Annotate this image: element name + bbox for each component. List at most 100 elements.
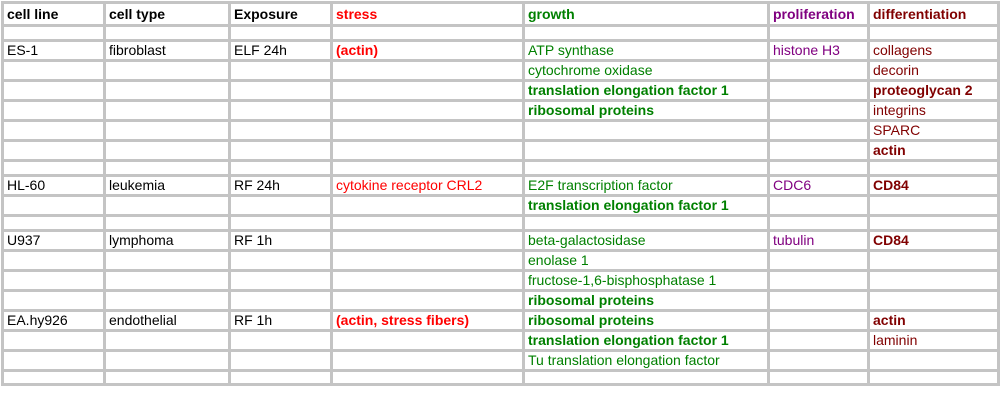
cell-cell-type xyxy=(103,159,231,177)
cell-growth: ATP synthase xyxy=(522,39,770,62)
cell-differentiation xyxy=(867,289,1000,312)
table-row: ES-1 fibroblast ELF 24h (actin) ATP synthase… xyxy=(1,39,1000,62)
cell-growth: translation elongation factor 1 xyxy=(522,194,770,217)
cell-stress xyxy=(330,59,525,82)
cell-differentiation: CD84 xyxy=(867,174,1000,197)
cell-proliferation xyxy=(767,269,870,292)
cell-cell-type xyxy=(103,329,231,352)
cell-differentiation xyxy=(867,214,1000,232)
cell-cell-line xyxy=(1,369,106,386)
cell-differentiation xyxy=(867,24,1000,42)
column-header-cell-line: cell line xyxy=(1,1,106,27)
cell-cell-type xyxy=(103,249,231,272)
cell-stress xyxy=(330,99,525,122)
cell-cell-line xyxy=(1,214,106,232)
cell-exposure xyxy=(228,194,333,217)
cell-stress xyxy=(330,194,525,217)
cell-stress xyxy=(330,79,525,102)
cell-cell-type xyxy=(103,139,231,162)
cell-proliferation xyxy=(767,24,870,42)
table-row: translation elongation factor 1 proteogly… xyxy=(1,79,1000,102)
table-row: enolase 1 xyxy=(1,249,1000,272)
cell-proliferation: tubulin xyxy=(767,229,870,252)
cell-stress xyxy=(330,289,525,312)
cell-stress: (actin, stress fibers) xyxy=(330,309,525,332)
cell-cell-type xyxy=(103,79,231,102)
table-row: U937 lymphoma RF 1h beta-galactosidase tubul… xyxy=(1,229,1000,252)
cell-stress xyxy=(330,214,525,232)
cell-proliferation: histone H3 xyxy=(767,39,870,62)
cell-stress xyxy=(330,119,525,142)
cell-exposure xyxy=(228,159,333,177)
table-row: SPARC xyxy=(1,119,1000,142)
cell-proliferation xyxy=(767,289,870,312)
cell-stress xyxy=(330,369,525,386)
table-row: translation elongation factor 1 xyxy=(1,194,1000,217)
cell-exposure xyxy=(228,289,333,312)
cell-stress xyxy=(330,249,525,272)
cell-proliferation xyxy=(767,59,870,82)
cell-proliferation xyxy=(767,329,870,352)
table-row: ribosomal proteins integrins xyxy=(1,99,1000,122)
cell-growth: ribosomal proteins xyxy=(522,289,770,312)
cell-cell-line xyxy=(1,249,106,272)
cell-growth: E2F transcription factor xyxy=(522,174,770,197)
cell-proliferation xyxy=(767,214,870,232)
table-row: fructose-1,6-bisphosphatase 1 xyxy=(1,269,1000,292)
cell-growth xyxy=(522,369,770,386)
cell-cell-type xyxy=(103,24,231,42)
cell-cell-type: fibroblast xyxy=(103,39,231,62)
cell-proliferation xyxy=(767,139,870,162)
cell-growth: translation elongation factor 1 xyxy=(522,329,770,352)
cell-growth: ribosomal proteins xyxy=(522,309,770,332)
cell-stress xyxy=(330,159,525,177)
cell-cell-type xyxy=(103,59,231,82)
cell-exposure xyxy=(228,79,333,102)
cell-cell-line xyxy=(1,119,106,142)
column-header-proliferation: proliferation xyxy=(767,1,870,27)
table-row: translation elongation factor 1 laminin xyxy=(1,329,1000,352)
cell-cell-type xyxy=(103,369,231,386)
cell-exposure xyxy=(228,249,333,272)
table-body: ES-1 fibroblast ELF 24h (actin) ATP synthase… xyxy=(1,24,1000,386)
cell-exposure: ELF 24h xyxy=(228,39,333,62)
cell-stress xyxy=(330,139,525,162)
cell-cell-line xyxy=(1,194,106,217)
column-header-stress: stress xyxy=(330,1,525,27)
cell-cell-type: leukemia xyxy=(103,174,231,197)
cell-growth: Tu translation elongation factor xyxy=(522,349,770,372)
cell-proliferation xyxy=(767,119,870,142)
cell-cell-line xyxy=(1,59,106,82)
cell-cell-line xyxy=(1,79,106,102)
cell-exposure xyxy=(228,349,333,372)
cell-proliferation xyxy=(767,369,870,386)
column-header-cell-type: cell type xyxy=(103,1,231,27)
cell-proliferation xyxy=(767,194,870,217)
cell-growth: ribosomal proteins xyxy=(522,99,770,122)
cell-cell-line xyxy=(1,99,106,122)
cell-differentiation xyxy=(867,349,1000,372)
table-row: HL-60 leukemia RF 24h cytokine receptor CRL… xyxy=(1,174,1000,197)
cell-cell-line: HL-60 xyxy=(1,174,106,197)
cell-cell-line xyxy=(1,289,106,312)
cell-exposure xyxy=(228,369,333,386)
cell-cell-type xyxy=(103,269,231,292)
cell-differentiation: laminin xyxy=(867,329,1000,352)
cell-differentiation xyxy=(867,369,1000,386)
cell-exposure xyxy=(228,99,333,122)
cell-cell-line: ES-1 xyxy=(1,39,106,62)
table-row xyxy=(1,369,1000,386)
table-row: actin xyxy=(1,139,1000,162)
cell-cell-line: EA.hy926 xyxy=(1,309,106,332)
table-row: ribosomal proteins xyxy=(1,289,1000,312)
cell-differentiation xyxy=(867,159,1000,177)
cell-growth: cytochrome oxidase xyxy=(522,59,770,82)
cell-stress xyxy=(330,229,525,252)
cell-differentiation xyxy=(867,194,1000,217)
cell-exposure xyxy=(228,24,333,42)
column-header-exposure: Exposure xyxy=(228,1,333,27)
cell-stress xyxy=(330,329,525,352)
cell-proliferation: CDC6 xyxy=(767,174,870,197)
cell-differentiation: proteoglycan 2 xyxy=(867,79,1000,102)
cell-differentiation: collagens xyxy=(867,39,1000,62)
